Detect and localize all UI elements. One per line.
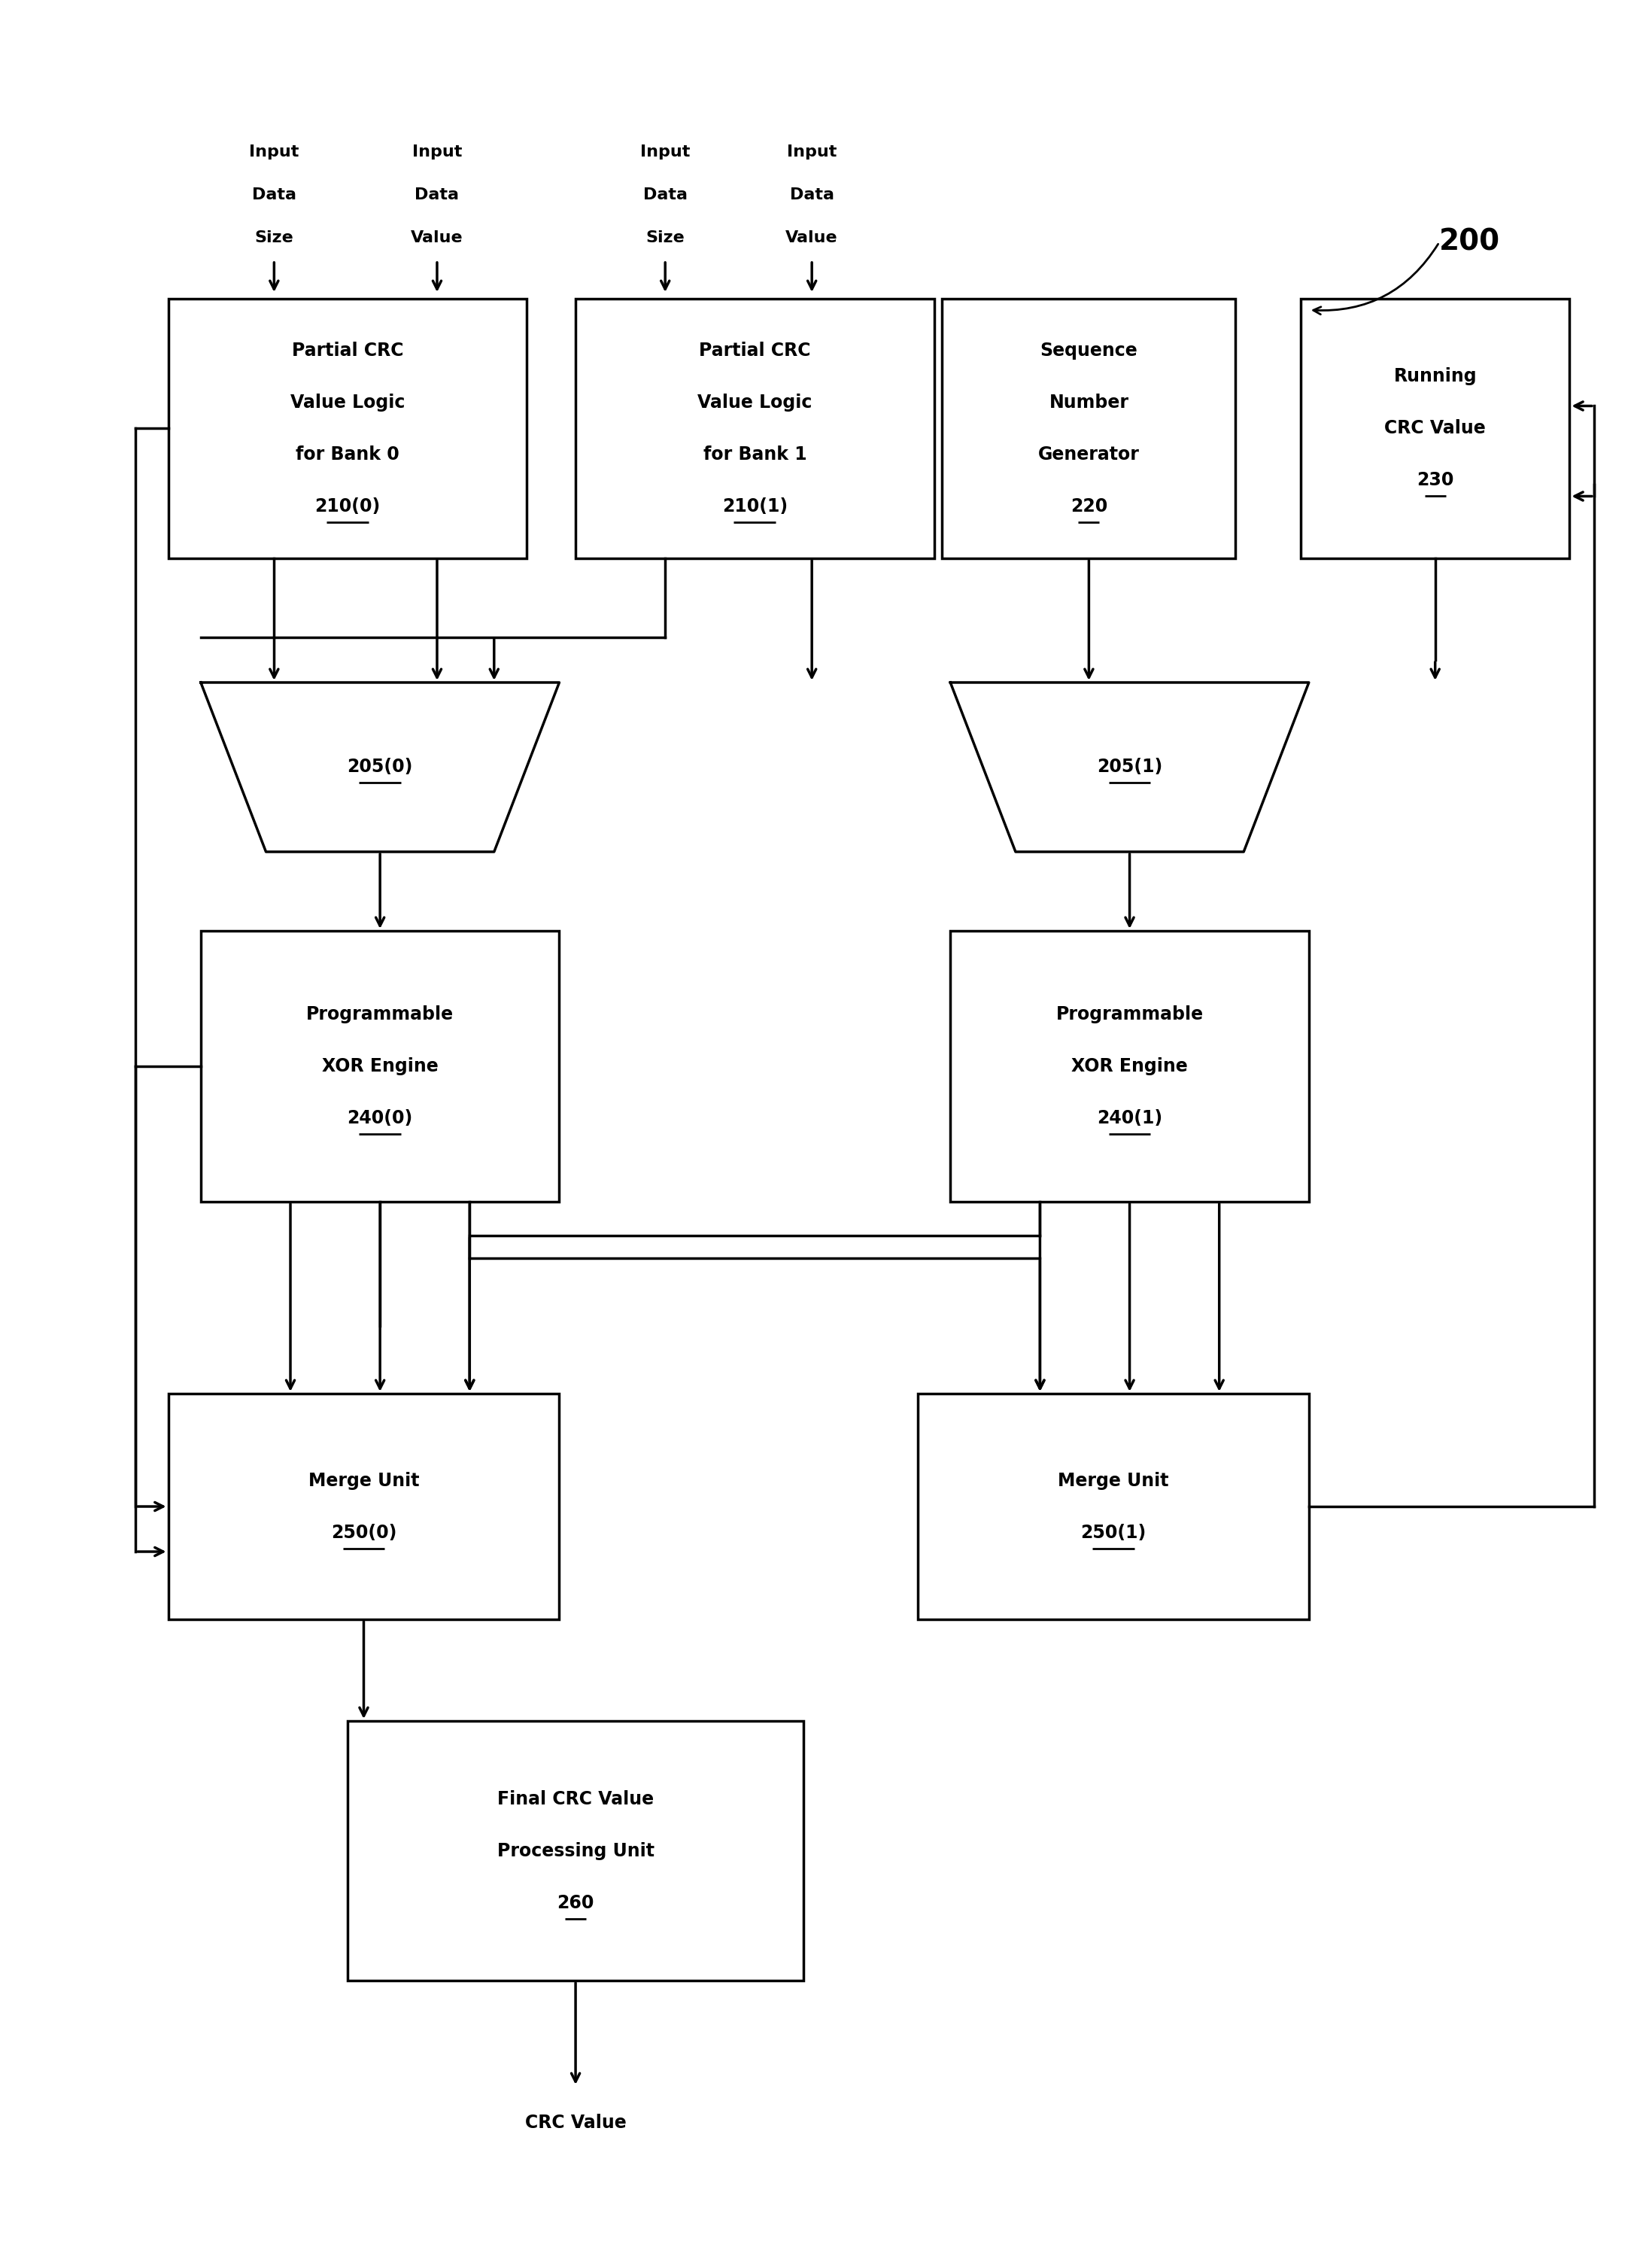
Text: 210(1): 210(1) [722,497,787,515]
Text: Partial CRC: Partial CRC [699,342,810,361]
FancyBboxPatch shape [348,1721,804,1980]
Text: 230: 230 [1417,472,1453,490]
Text: 210(0): 210(0) [315,497,380,515]
Text: Size: Size [646,231,684,245]
Text: Processing Unit: Processing Unit [497,1842,654,1860]
Text: Partial CRC: Partial CRC [292,342,403,361]
Text: Sequence: Sequence [1040,342,1138,361]
Text: 220: 220 [1071,497,1107,515]
Text: Programmable: Programmable [307,1005,454,1023]
Text: Generator: Generator [1038,445,1140,463]
Text: Merge Unit: Merge Unit [308,1472,420,1490]
FancyBboxPatch shape [918,1393,1309,1619]
Text: XOR Engine: XOR Engine [321,1057,438,1075]
Text: 200: 200 [1440,229,1501,256]
FancyBboxPatch shape [576,299,935,558]
FancyBboxPatch shape [200,930,559,1202]
Text: Data: Data [415,188,459,202]
Text: 260: 260 [558,1894,594,1912]
Text: Running: Running [1394,367,1476,386]
Text: Number: Number [1050,395,1128,411]
Text: Value Logic: Value Logic [290,395,405,411]
FancyBboxPatch shape [169,299,526,558]
Text: Data: Data [789,188,835,202]
Text: for Bank 1: for Bank 1 [704,445,807,463]
FancyBboxPatch shape [943,299,1235,558]
FancyBboxPatch shape [950,930,1309,1202]
Text: Input: Input [249,145,298,159]
Text: Input: Input [412,145,462,159]
Text: Value: Value [786,231,838,245]
Text: 205(0): 205(0) [348,758,413,776]
Text: XOR Engine: XOR Engine [1071,1057,1187,1075]
Text: CRC Value: CRC Value [525,2114,626,2132]
Text: 240(1): 240(1) [1097,1109,1163,1127]
FancyBboxPatch shape [1301,299,1569,558]
Text: CRC Value: CRC Value [1384,420,1486,438]
Text: Data: Data [253,188,297,202]
Text: Value Logic: Value Logic [697,395,812,411]
Text: Input: Input [640,145,690,159]
Text: Final CRC Value: Final CRC Value [497,1789,654,1808]
Text: Input: Input [787,145,836,159]
Text: Data: Data [643,188,687,202]
Text: for Bank 0: for Bank 0 [295,445,399,463]
Text: 240(0): 240(0) [348,1109,413,1127]
Text: Merge Unit: Merge Unit [1058,1472,1169,1490]
Text: 250(1): 250(1) [1081,1524,1146,1542]
Text: Size: Size [254,231,294,245]
Text: Value: Value [412,231,462,245]
FancyBboxPatch shape [169,1393,559,1619]
Text: Programmable: Programmable [1056,1005,1204,1023]
Text: 205(1): 205(1) [1097,758,1163,776]
Text: 250(0): 250(0) [331,1524,397,1542]
